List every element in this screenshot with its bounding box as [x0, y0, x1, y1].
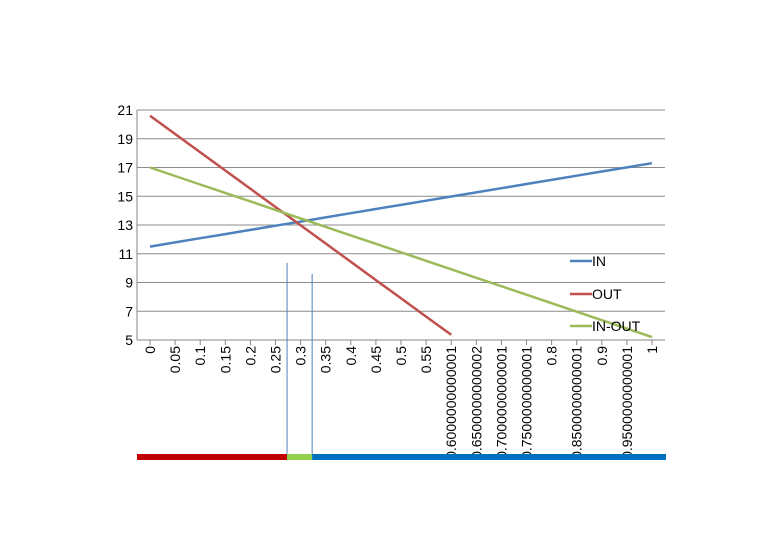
- x-tick-label: 0.7000000000001: [493, 346, 509, 459]
- y-tick-label: 17: [117, 160, 133, 176]
- gridlines: [136, 109, 665, 341]
- x-axis-ticks: 0 0.05 0.1 0.15 0.2 0.25 0.3 0.35 0.4 0.45 0.5 0.55…: [142, 340, 660, 459]
- legend-label: IN-OUT: [592, 318, 641, 334]
- x-tick-label: 0.25: [268, 346, 284, 373]
- y-tick-label: 7: [125, 303, 133, 319]
- series-lines: [149, 114, 653, 339]
- series-line-in: [149, 161, 653, 248]
- y-tick-label: 15: [117, 188, 133, 204]
- legend-label: OUT: [592, 286, 622, 302]
- x-tick-label: 0.9500000000001: [619, 346, 635, 459]
- x-tick-label: 0.8500000000001: [569, 346, 585, 459]
- x-tick-label: 0.6500000000002: [468, 346, 484, 459]
- x-tick-label: 0.8: [544, 346, 560, 366]
- x-tick-label: 0.7500000000001: [519, 346, 535, 459]
- x-tick-label: 0.9: [594, 346, 610, 366]
- x-tick-label: 0.5: [393, 346, 409, 366]
- x-tick-label: 0: [142, 346, 158, 354]
- x-tick-label: 0.4: [343, 346, 359, 366]
- series-line-in-out: [149, 166, 653, 339]
- legend: IN OUT IN-OUT: [570, 253, 641, 334]
- x-tick-label: 0.1: [192, 346, 208, 366]
- range-segment: [137, 454, 288, 460]
- x-tick-label: 0.45: [368, 346, 384, 373]
- range-bar: [137, 454, 666, 460]
- x-tick-label: 0.6000000000001: [443, 346, 459, 459]
- x-tick-label: 0.05: [167, 346, 183, 373]
- x-tick-label: 1: [644, 346, 660, 354]
- marker-lines: [286, 263, 313, 458]
- y-tick-label: 21: [117, 102, 133, 118]
- x-tick-label: 0.35: [318, 346, 334, 373]
- x-tick-label: 0.55: [418, 346, 434, 373]
- series-line-out: [149, 114, 452, 336]
- y-tick-label: 5: [125, 332, 133, 348]
- x-tick-label: 0.2: [242, 346, 258, 366]
- y-tick-label: 11: [118, 246, 133, 262]
- x-tick-label: 0.3: [293, 346, 309, 366]
- y-tick-label: 9: [125, 275, 133, 291]
- y-tick-label: 13: [117, 217, 133, 233]
- y-tick-label: 19: [117, 131, 133, 147]
- range-segment: [287, 454, 313, 460]
- x-tick-label: 0.15: [217, 346, 233, 373]
- y-axis-ticks: 5 7 9 11 13 15 17 19 21: [117, 102, 133, 348]
- legend-label: IN: [592, 253, 606, 269]
- range-segment: [312, 454, 666, 460]
